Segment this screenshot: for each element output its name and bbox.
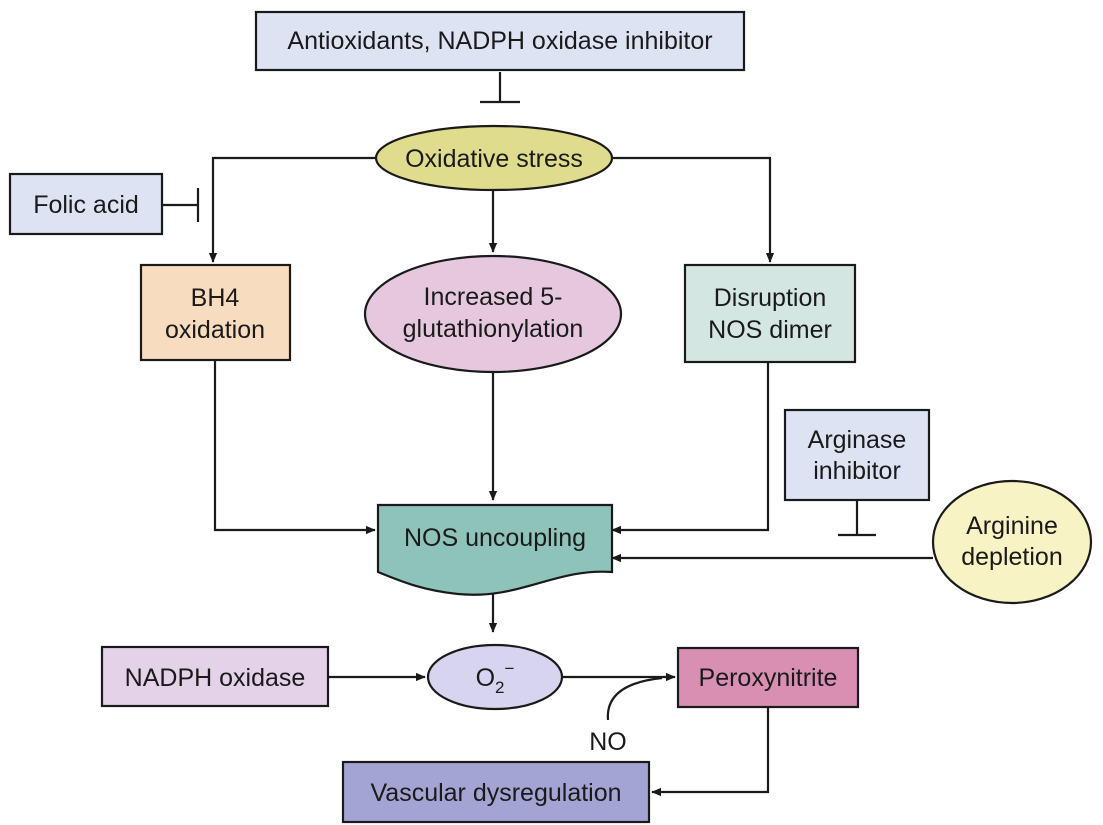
arginase-inhibitor-box xyxy=(783,408,931,502)
folic-acid-box xyxy=(8,172,164,236)
node-folic-acid: Folic acid xyxy=(8,172,164,236)
bh4-oxidation-box xyxy=(139,263,292,362)
node-glutathionylation: Increased 5- glutathionylation xyxy=(363,254,623,374)
node-nadph-oxidase: NADPH oxidase xyxy=(100,645,330,708)
vascular-dysregulation-box xyxy=(341,760,651,824)
edges xyxy=(162,72,933,797)
nos-uncoupling-label: NOS uncoupling xyxy=(404,524,586,552)
edge-stress-to-bh4 xyxy=(208,156,376,263)
no-label: NO xyxy=(589,728,627,756)
edge-stress-to-nos-dimer xyxy=(612,156,775,263)
bh4-line-1: BH4 xyxy=(191,284,240,312)
oxidative-stress-label: Oxidative stress xyxy=(405,145,583,173)
nos-dimer-line-1: Disruption xyxy=(714,284,827,312)
antioxidants-label: Antioxidants, NADPH oxidase inhibitor xyxy=(287,27,712,55)
antioxidants-box xyxy=(254,10,746,72)
nadph-oxidase-box xyxy=(100,645,330,708)
arginine-line-1: Arginine xyxy=(966,512,1058,540)
edge-nos-dimer-to-uncoupling xyxy=(611,362,770,535)
node-bh4-oxidation: BH4 oxidation xyxy=(139,263,292,362)
nos-dimer-line-2: NOS dimer xyxy=(708,316,832,344)
nos-uncoupling-shape xyxy=(376,503,614,596)
node-arginine-depletion: Arginine depletion xyxy=(931,479,1093,605)
folic-acid-label: Folic acid xyxy=(33,191,139,219)
node-arginase-inhibitor: Arginase inhibitor xyxy=(783,408,931,502)
arginine-line-2: depletion xyxy=(961,543,1062,571)
node-nos-dimer: Disruption NOS dimer xyxy=(683,263,857,364)
glutathionylation-line-1: Increased 5- xyxy=(424,283,563,311)
edge-peroxynitrite-to-vascular xyxy=(651,707,770,797)
node-oxidative-stress: Oxidative stress xyxy=(374,124,614,192)
edge-no-curve xyxy=(606,676,663,721)
superoxide-superscript: − xyxy=(504,659,514,678)
bh4-line-2: oxidation xyxy=(165,316,265,344)
superoxide-label: O2− xyxy=(476,659,515,697)
node-antioxidants: Antioxidants, NADPH oxidase inhibitor xyxy=(254,10,746,72)
arginine-depletion-ellipse xyxy=(931,479,1093,605)
nadph-oxidase-label: NADPH oxidase xyxy=(125,664,306,692)
superoxide-base: O xyxy=(476,664,495,692)
oxidative-stress-ellipse xyxy=(374,124,614,192)
nos-dimer-box xyxy=(683,263,857,364)
node-nos-uncoupling: NOS uncoupling xyxy=(376,503,614,596)
node-vascular-dysregulation: Vascular dysregulation xyxy=(341,760,651,824)
glutathionylation-ellipse xyxy=(363,254,623,374)
glutathionylation-line-2: glutathionylation xyxy=(403,315,584,343)
peroxynitrite-box xyxy=(676,646,860,709)
node-peroxynitrite: Peroxynitrite xyxy=(676,646,860,709)
node-superoxide: O2− xyxy=(426,643,564,711)
superoxide-ellipse xyxy=(426,643,564,711)
superoxide-subscript: 2 xyxy=(495,678,504,697)
vascular-dysregulation-label: Vascular dysregulation xyxy=(370,779,621,807)
arginase-line-1: Arginase xyxy=(808,426,907,454)
arginase-line-2: inhibitor xyxy=(813,457,901,485)
edge-bh4-to-uncoupling xyxy=(213,360,376,535)
peroxynitrite-label: Peroxynitrite xyxy=(699,664,838,692)
